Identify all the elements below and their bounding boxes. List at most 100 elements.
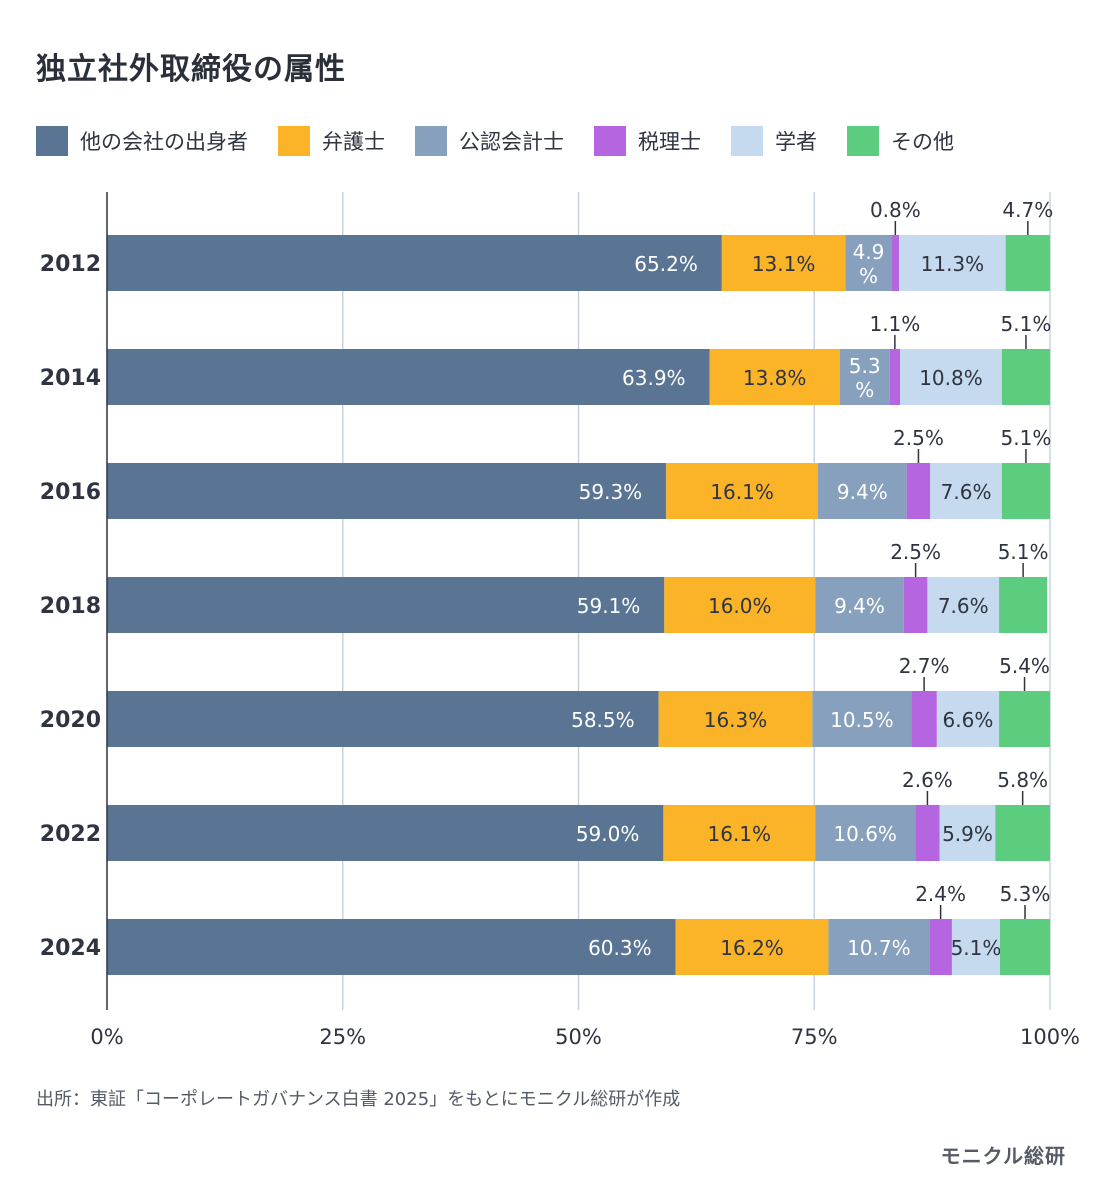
data-label: 16.2% bbox=[720, 936, 784, 960]
legend-swatch bbox=[415, 126, 447, 156]
data-label: 6.6% bbox=[943, 708, 994, 732]
bar-segment bbox=[1005, 235, 1050, 291]
bar-segment bbox=[107, 463, 667, 519]
data-label: 2.5% bbox=[893, 426, 944, 450]
data-label: 10.7% bbox=[847, 936, 911, 960]
y-category-label: 2018 bbox=[40, 594, 101, 619]
legend-label: 他の会社の出身者 bbox=[80, 130, 248, 154]
bar-segment bbox=[936, 691, 1000, 747]
bar-segment bbox=[927, 577, 1000, 633]
bar-segment bbox=[995, 805, 1050, 861]
source-note: 出所：東証「コーポレートガバナンス白書 2025」をもとにモニクル総研が作成 bbox=[36, 1089, 681, 1110]
bar-segment bbox=[903, 577, 928, 633]
bar-segment bbox=[818, 463, 907, 519]
bar-segment bbox=[664, 577, 816, 633]
bar-segment bbox=[930, 463, 1002, 519]
data-label: 13.8% bbox=[743, 366, 807, 390]
data-label: 59.3% bbox=[579, 480, 643, 504]
data-label: 5.1% bbox=[951, 936, 1002, 960]
bar-segment bbox=[999, 691, 1050, 747]
legend-swatch bbox=[278, 126, 310, 156]
bar-segment bbox=[911, 691, 937, 747]
data-label: 16.1% bbox=[708, 822, 772, 846]
bar-segment bbox=[999, 577, 1048, 633]
data-label: 2.6% bbox=[902, 768, 953, 792]
chart-title: 独立社外取締役の属性 bbox=[36, 52, 346, 87]
bar-segment bbox=[107, 577, 665, 633]
legend-label: その他 bbox=[891, 130, 954, 154]
data-label: 13.1% bbox=[752, 252, 816, 276]
data-label: 11.3% bbox=[921, 252, 985, 276]
data-label: 5.1% bbox=[998, 540, 1049, 564]
legend-label: 税理士 bbox=[638, 130, 701, 154]
legend-swatch bbox=[847, 126, 879, 156]
bar-segment bbox=[915, 805, 940, 861]
data-label: 5.9% bbox=[942, 822, 993, 846]
legend: 他の会社の出身者 弁護士 公認会計士 税理士 学者 その他 bbox=[36, 124, 984, 158]
legend-item: その他 bbox=[847, 126, 954, 156]
bar-segment bbox=[845, 235, 892, 291]
legend-label: 公認会計士 bbox=[459, 130, 564, 154]
y-category-label: 2022 bbox=[40, 822, 101, 847]
bar-segment bbox=[812, 691, 912, 747]
data-label: 2.4% bbox=[915, 882, 966, 906]
data-label: 2.7% bbox=[899, 654, 950, 678]
legend-swatch bbox=[594, 126, 626, 156]
data-label: 4.7% bbox=[1002, 198, 1053, 222]
data-label: 7.6% bbox=[938, 594, 989, 618]
data-label: 2.5% bbox=[890, 540, 941, 564]
data-label: % bbox=[855, 378, 874, 402]
bar-segment bbox=[721, 235, 846, 291]
data-label: 5.4% bbox=[999, 654, 1050, 678]
bar-segment bbox=[900, 349, 1002, 405]
bar-segment bbox=[107, 349, 710, 405]
data-label: 59.1% bbox=[577, 594, 641, 618]
data-label: 60.3% bbox=[588, 936, 652, 960]
y-category-label: 2014 bbox=[40, 366, 101, 391]
bar-segment bbox=[107, 235, 722, 291]
bar-segment bbox=[828, 919, 930, 975]
bar-segment bbox=[889, 349, 901, 405]
bar-segment bbox=[951, 919, 1001, 975]
bar-segment bbox=[107, 691, 659, 747]
y-category-label: 2024 bbox=[40, 936, 101, 961]
data-label: 58.5% bbox=[571, 708, 635, 732]
bar-segment bbox=[675, 919, 829, 975]
bar-segment bbox=[899, 235, 1006, 291]
x-tick-label: 75% bbox=[791, 1025, 838, 1049]
data-label: 59.0% bbox=[576, 822, 640, 846]
data-label: 10.6% bbox=[833, 822, 897, 846]
data-label: 9.4% bbox=[837, 480, 888, 504]
data-label: 63.9% bbox=[622, 366, 686, 390]
bar-segment bbox=[815, 805, 916, 861]
legend-label: 学者 bbox=[775, 130, 817, 154]
y-category-label: 2020 bbox=[40, 708, 101, 733]
bar-segment bbox=[815, 577, 904, 633]
data-label: 7.6% bbox=[941, 480, 992, 504]
bar-segment bbox=[658, 691, 813, 747]
data-label: 1.1% bbox=[869, 312, 920, 336]
bar-segment bbox=[939, 805, 996, 861]
y-category-label: 2016 bbox=[40, 480, 101, 505]
legend-item: 公認会計士 bbox=[415, 126, 564, 156]
x-tick-label: 100% bbox=[1020, 1025, 1080, 1049]
data-label: 5.3 bbox=[849, 354, 881, 378]
bar-segment bbox=[1001, 463, 1050, 519]
y-category-label: 2012 bbox=[40, 252, 101, 277]
brand-logo: モニクル総研 bbox=[940, 1144, 1066, 1168]
data-label: 10.5% bbox=[830, 708, 894, 732]
legend-swatch bbox=[731, 126, 763, 156]
bar-segment bbox=[666, 463, 819, 519]
data-label: 5.8% bbox=[997, 768, 1048, 792]
data-label: % bbox=[859, 264, 878, 288]
data-label: 16.3% bbox=[704, 708, 768, 732]
data-label: 0.8% bbox=[870, 198, 921, 222]
x-tick-label: 50% bbox=[555, 1025, 602, 1049]
x-tick-label: 25% bbox=[319, 1025, 366, 1049]
data-label: 5.1% bbox=[1001, 312, 1052, 336]
data-label: 10.8% bbox=[919, 366, 983, 390]
bar-segment bbox=[709, 349, 840, 405]
bar-segment bbox=[1000, 919, 1050, 975]
bar-segment bbox=[107, 919, 676, 975]
data-label: 5.1% bbox=[1001, 426, 1052, 450]
